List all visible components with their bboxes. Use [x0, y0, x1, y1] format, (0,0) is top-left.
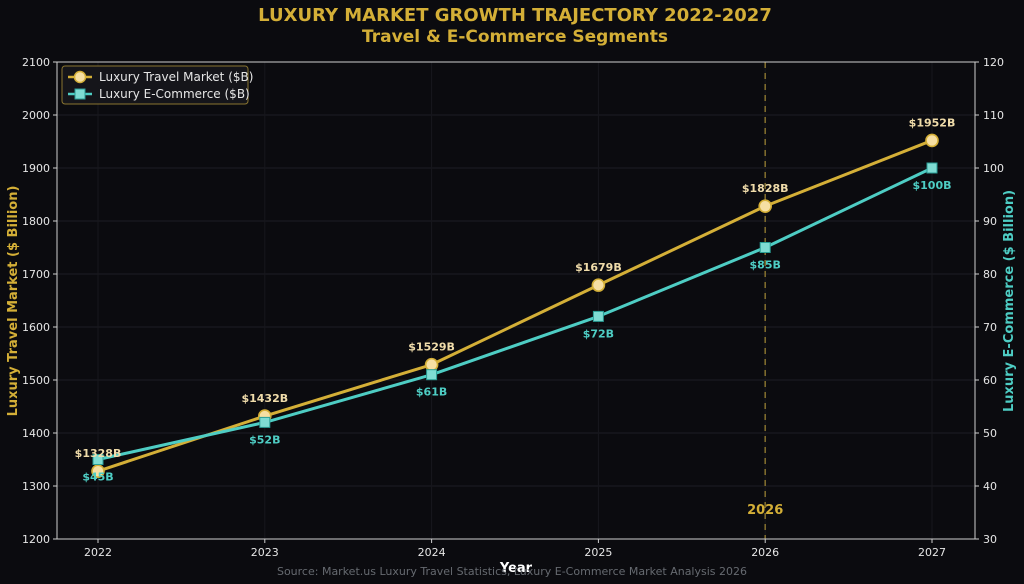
y-left-tick-label: 2100: [22, 56, 50, 69]
grid: [57, 61, 975, 540]
y-right-tick-label: 30: [983, 533, 997, 546]
legend-ecommerce-marker: [74, 88, 86, 100]
ecommerce-data-label: $52B: [249, 433, 280, 446]
travel-point: [925, 133, 939, 148]
ecommerce-data-label: $61B: [416, 386, 447, 399]
x-axis-label: Year: [499, 561, 533, 576]
y-axis-right-label: Luxury E-Commerce ($ Billion): [1002, 190, 1017, 412]
y-left-tick-label: 1800: [22, 215, 50, 228]
x-tick-label: 2024: [418, 546, 446, 559]
y-right-tick-label: 120: [983, 56, 1004, 69]
ecommerce-point: [592, 310, 604, 322]
x-tick-label: 2026: [751, 546, 779, 559]
travel-point: [424, 357, 439, 372]
travel-point: [591, 278, 606, 292]
chart-title: LUXURY MARKET GROWTH TRAJECTORY 2022-202…: [258, 5, 772, 26]
travel-point: [91, 464, 105, 478]
axis-ticks: 1200 1300 1400 1500 1600 1700 1800 1900 2000 2100…: [22, 56, 1004, 559]
ecommerce-point: [759, 242, 771, 253]
annotation-group: 2026: [747, 62, 783, 539]
y-right-tick-label: 70: [983, 321, 997, 334]
source-note: Source: Market.us Luxury Travel Statisti…: [277, 565, 747, 578]
travel-data-label: $1828B: [742, 182, 789, 195]
legend-travel-text: Luxury Travel Market ($B): [99, 70, 253, 84]
annotation-label-2026: 2026: [747, 503, 783, 518]
y-left-tick-label: 1600: [22, 321, 50, 334]
travel-point: [758, 199, 773, 213]
travel-data-label: $1432B: [241, 392, 288, 405]
y-right-tick-label: 50: [983, 427, 997, 440]
legend-box: [61, 65, 249, 105]
y-left-tick-label: 1900: [22, 162, 50, 175]
series-line-travel: [97, 139, 933, 473]
ecommerce-data-label: $85B: [750, 259, 781, 272]
series-line-ecommerce: [97, 166, 933, 461]
y-right-tick-label: 100: [983, 162, 1004, 175]
plot-frame: [56, 61, 976, 540]
y-left-tick-label: 1700: [22, 268, 50, 281]
ecommerce-point: [259, 416, 271, 428]
legend-ecommerce-text: Luxury E-Commerce ($B): [99, 87, 250, 101]
y-right-tick-label: 110: [983, 109, 1004, 122]
travel-data-label: $1529B: [408, 341, 455, 354]
ecommerce-point: [926, 162, 938, 174]
y-right-tick-label: 80: [983, 268, 997, 281]
legend: Luxury Travel Market ($B) Luxury E-Comme…: [61, 65, 253, 105]
legend-travel-marker: [73, 70, 87, 84]
ecommerce-data-label: $100B: [913, 179, 952, 192]
x-tick-label: 2027: [918, 546, 946, 559]
y-right-tick-label: 40: [983, 480, 997, 493]
y-left-tick-label: 2000: [22, 109, 50, 122]
chart-subtitle: Travel & E-Commerce Segments: [362, 27, 668, 47]
y-left-tick-label: 1400: [22, 427, 50, 440]
travel-data-label: $1952B: [909, 116, 956, 129]
travel-data-label: $1679B: [575, 261, 622, 274]
y-right-tick-label: 90: [983, 215, 997, 228]
y-left-tick-label: 1500: [22, 374, 50, 387]
x-tick-label: 2022: [84, 546, 112, 559]
travel-data-label: $1328B: [75, 447, 122, 460]
y-left-tick-label: 1200: [22, 533, 50, 546]
ecommerce-point: [92, 454, 104, 465]
y-axis-left-label: Luxury Travel Market ($ Billion): [6, 186, 21, 417]
y-right-tick-label: 60: [983, 374, 997, 387]
ecommerce-point: [426, 369, 438, 381]
ecommerce-data-label: $72B: [583, 327, 614, 340]
data-labels: $1328B $1432B $1529B $1679B $1828B $1952B $45B…: [75, 116, 956, 483]
x-tick-label: 2025: [584, 546, 612, 559]
x-tick-label: 2023: [251, 546, 279, 559]
y-left-tick-label: 1300: [22, 480, 50, 493]
ecommerce-data-label: $45B: [82, 471, 113, 484]
series-group: [91, 133, 939, 478]
